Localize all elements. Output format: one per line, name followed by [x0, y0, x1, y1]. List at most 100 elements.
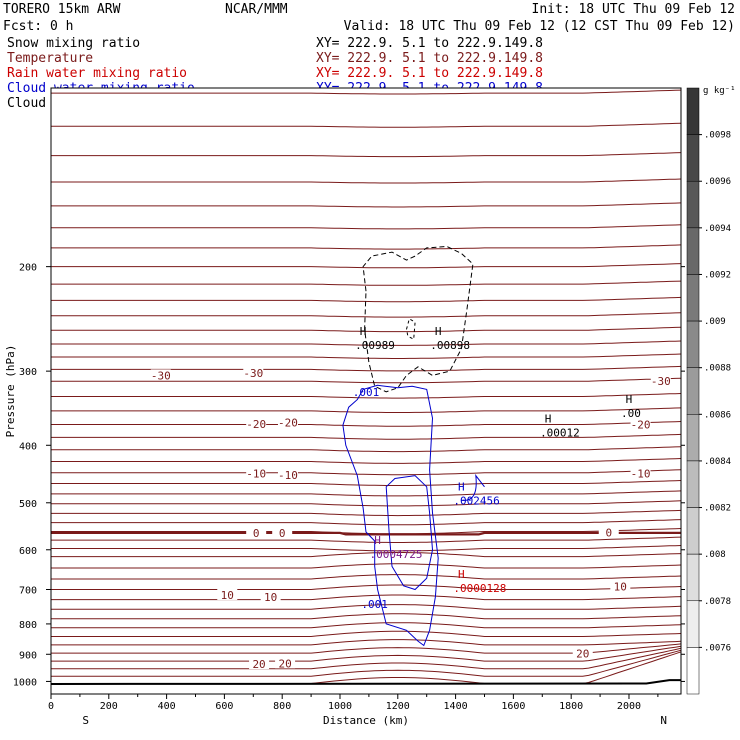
isotherm-line	[51, 594, 681, 601]
isotherm-label: -30	[651, 375, 671, 388]
cloud-water-contour-outer	[342, 384, 439, 647]
colorbar-swatch	[686, 134, 700, 182]
colorbar-tick-label: .008	[704, 550, 726, 560]
isotherm-label-bg	[246, 417, 267, 429]
isotherm-line	[51, 574, 681, 580]
isotherm-line	[51, 613, 681, 620]
isotherm-line	[51, 393, 681, 399]
colorbar-tick-label: .0098	[704, 131, 731, 141]
extremum-mark: H	[374, 534, 381, 547]
x-tick-label: 600	[215, 701, 233, 712]
colorbar-swatch	[686, 460, 700, 508]
freezing-level-line	[51, 531, 681, 536]
isotherm-line	[51, 622, 681, 629]
isotherm-line	[51, 563, 681, 569]
isotherm-label: -30	[151, 369, 171, 382]
isotherm-label-bg	[272, 526, 293, 538]
legend-item-label: Temperature	[7, 51, 93, 66]
isotherm-line	[51, 584, 681, 590]
colorbar-tick-label: .009	[704, 317, 726, 327]
isotherm-label: 20	[278, 657, 291, 670]
y-tick-label: 800	[19, 620, 37, 631]
extremum-mark: H	[458, 481, 465, 494]
cloud-water-contour-small	[461, 473, 485, 501]
x-tick-label: 1200	[386, 701, 410, 712]
x-tick-label: 800	[273, 701, 291, 712]
isotherm-line	[51, 377, 681, 384]
extremum-value: .00	[621, 407, 641, 420]
isotherm-label: 0	[605, 526, 612, 539]
colorbar-swatch	[686, 414, 700, 462]
y-tick-label: 500	[19, 499, 37, 510]
x-tick-label: 2000	[617, 701, 641, 712]
colorbar-tick-label: .0078	[704, 597, 731, 607]
isotherm-label-bg	[275, 657, 296, 669]
isotherm-line	[51, 224, 681, 230]
isotherm-line	[51, 326, 681, 333]
isotherm-line	[51, 630, 681, 637]
isotherm-line	[51, 536, 681, 543]
isotherm-label: 20	[576, 648, 589, 661]
extremum-mark: H	[626, 393, 633, 406]
isotherm-line	[51, 446, 681, 453]
colorbar-tick-label: .0076	[704, 643, 731, 653]
x-tick-label: 0	[48, 701, 54, 712]
extremum-value: .002456	[453, 495, 499, 508]
isotherm-line	[51, 340, 681, 346]
isotherm-label-bg	[630, 467, 651, 479]
cloud-water-label: .001	[353, 386, 380, 399]
x-axis-label: Distance (km)	[323, 714, 409, 727]
extremum-value: .0004725	[370, 548, 423, 561]
isotherm-line	[51, 509, 681, 517]
isotherm-line	[51, 280, 681, 286]
colorbar-tick-label: .0082	[704, 504, 731, 514]
isotherm-line	[51, 458, 681, 464]
extremum-value: .00989	[355, 339, 395, 352]
isotherm-label-bg	[246, 526, 267, 538]
isotherm-line	[51, 490, 681, 497]
y-tick-label: 200	[19, 263, 37, 274]
isotherm-label-bg	[598, 526, 619, 538]
y-tick-label: 400	[19, 441, 37, 452]
y-tick-label: 700	[19, 586, 37, 597]
cloud-water-label: .001	[361, 598, 388, 611]
header: TORERO 15km ARW NCAR/MMM Init: 18 UTC Th…	[3, 2, 735, 34]
isotherm-line	[51, 480, 681, 486]
isotherm-label: -10	[631, 467, 651, 480]
model-title: TORERO 15km ARW	[3, 2, 121, 17]
isotherm-line	[51, 353, 681, 359]
colorbar-tick-label: .0084	[704, 457, 731, 467]
isotherm-label-bg	[630, 418, 651, 430]
endpoint-label-left: S	[82, 714, 89, 727]
cloud-ice-contour	[362, 245, 474, 393]
isotherm-label: -20	[278, 416, 298, 429]
isotherm-line	[51, 545, 681, 552]
y-tick-label: 600	[19, 546, 37, 557]
isotherm-line	[51, 407, 681, 413]
cloud-ice-contour-inner	[405, 318, 416, 340]
colorbar-swatch	[686, 507, 700, 555]
colorbar-tick-label: .0094	[704, 224, 731, 234]
isotherm-label: 10	[221, 589, 234, 602]
colorbar-swatch	[686, 87, 700, 135]
isotherm-label: -30	[243, 367, 263, 380]
colorbar-swatch	[686, 227, 700, 275]
endpoint-label-right: N	[660, 714, 667, 727]
colorbar-unit: g kg⁻¹	[703, 86, 736, 96]
isotherm-line	[51, 202, 681, 208]
x-tick-label: 1000	[328, 701, 352, 712]
ground-line	[51, 679, 681, 685]
extremum-value: .00898	[430, 339, 470, 352]
forecast-hour: Fcst: 0 h	[3, 19, 73, 34]
isotherm-label-bg	[246, 467, 267, 479]
extremum-value: .0000128	[453, 582, 506, 595]
isotherm-line	[51, 649, 681, 677]
isotherm-label: 0	[279, 527, 286, 540]
colorbar-swatch	[686, 320, 700, 368]
cloud-water-contour-inner	[385, 475, 434, 591]
x-tick-label: 400	[158, 701, 176, 712]
extremum-value: .00012	[540, 427, 580, 440]
colorbar-tick-label: .0088	[704, 364, 731, 374]
